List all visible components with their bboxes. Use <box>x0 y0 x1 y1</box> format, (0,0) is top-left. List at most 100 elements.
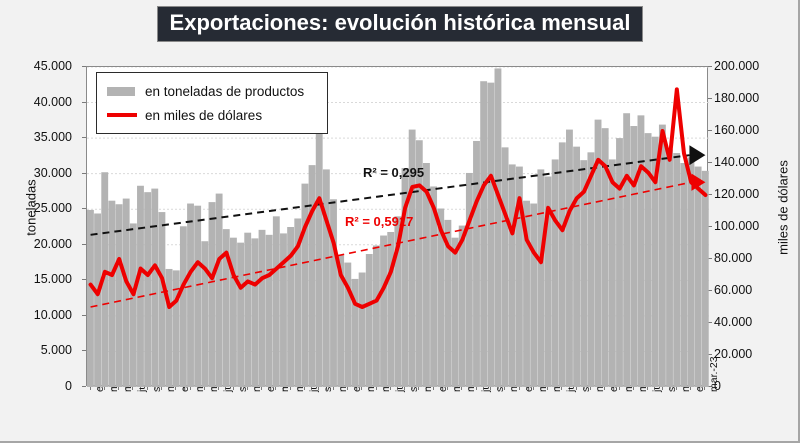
bar <box>315 99 323 387</box>
bar <box>415 140 423 387</box>
chart-canvas <box>87 67 709 387</box>
bar <box>280 233 287 387</box>
x-tick-mark <box>318 386 320 390</box>
x-tick-mark <box>332 386 334 390</box>
left-tick-mark <box>82 101 86 103</box>
bar-swatch-icon <box>107 86 135 96</box>
x-tick-mark <box>296 386 298 390</box>
x-tick-mark <box>647 386 649 390</box>
x-tick-mark <box>425 386 427 390</box>
x-tick-mark <box>218 386 220 390</box>
bar <box>465 172 473 387</box>
left-tick-label: 30.000 <box>33 165 72 180</box>
bar <box>337 255 345 387</box>
x-tick-mark <box>275 386 277 390</box>
bar <box>544 176 552 387</box>
bar <box>301 183 309 387</box>
bar <box>158 212 166 387</box>
bar <box>437 208 445 387</box>
x-tick-mark <box>704 386 706 390</box>
bar <box>330 199 337 387</box>
right-tick-mark <box>708 194 712 195</box>
bar <box>144 192 152 387</box>
trendline-arrowhead-icon <box>689 145 706 166</box>
right-tick-label: 160.000 <box>714 123 760 137</box>
bar <box>108 200 116 387</box>
x-tick-mark <box>404 386 406 390</box>
bar <box>287 227 295 387</box>
x-tick-label: mar.-23 <box>708 356 721 392</box>
x-tick-mark <box>268 386 270 390</box>
bar <box>172 270 180 387</box>
bar <box>222 229 230 387</box>
bar <box>408 129 416 387</box>
bar <box>530 203 538 387</box>
x-tick-mark <box>132 386 134 390</box>
plot-area <box>86 66 709 387</box>
bar <box>508 164 516 387</box>
x-tick-mark <box>118 386 120 390</box>
x-tick-mark <box>261 386 263 390</box>
bar <box>580 160 588 387</box>
left-tick-mark <box>82 172 86 174</box>
trendline-toneladas <box>90 145 706 236</box>
x-tick-mark <box>354 386 356 390</box>
bar <box>129 223 137 387</box>
x-tick-mark <box>311 386 313 390</box>
x-tick-mark <box>125 386 127 390</box>
bar <box>587 152 595 387</box>
bar <box>644 133 652 387</box>
bar <box>558 142 566 387</box>
left-tick-label: 45.000 <box>33 59 72 73</box>
right-tick-label: 0 <box>714 379 721 393</box>
left-tick-mark <box>82 208 86 210</box>
x-tick-mark <box>604 386 606 390</box>
x-tick-mark <box>196 386 198 390</box>
x-tick-mark <box>375 386 377 390</box>
x-tick-mark <box>539 386 541 390</box>
bar <box>523 200 530 387</box>
x-tick-mark <box>632 386 634 390</box>
x-tick-mark <box>468 386 470 390</box>
right-tick-mark <box>708 162 712 163</box>
x-tick-mark <box>139 386 141 390</box>
x-tick-mark <box>532 386 534 390</box>
x-tick-mark <box>161 386 163 390</box>
left-tick-label: 5.000 <box>40 343 72 358</box>
x-tick-mark <box>103 386 105 390</box>
x-tick-mark <box>690 386 692 390</box>
bar <box>258 229 266 387</box>
x-tick-mark <box>168 386 170 390</box>
left-tick-label: 10.000 <box>33 307 72 322</box>
bar <box>308 165 316 387</box>
x-tick-mark <box>511 386 513 390</box>
x-tick-mark <box>518 386 520 390</box>
bar <box>451 237 459 387</box>
x-tick-mark <box>239 386 241 390</box>
bar <box>201 241 209 387</box>
right-tick-mark <box>708 386 712 387</box>
bar <box>537 169 545 387</box>
bar <box>115 204 123 387</box>
bar <box>229 237 237 387</box>
x-tick-mark <box>661 386 663 390</box>
x-tick-mark <box>182 386 184 390</box>
bar <box>701 170 709 387</box>
page-title: Exportaciones: evolución histórica mensu… <box>156 6 644 43</box>
line-swatch-icon <box>107 113 137 117</box>
bar <box>573 146 581 387</box>
bar <box>215 193 223 387</box>
x-tick-mark <box>618 386 620 390</box>
bar <box>694 166 702 387</box>
bar <box>658 124 666 387</box>
x-tick-mark <box>489 386 491 390</box>
x-tick-mark <box>697 386 699 390</box>
left-tick-label: 0 <box>65 379 72 393</box>
bar <box>566 129 573 387</box>
bar <box>687 157 695 387</box>
x-tick-mark <box>439 386 441 390</box>
legend-item-toneladas: en toneladas de productos <box>107 79 327 103</box>
x-tick-mark <box>461 386 463 390</box>
bar <box>623 113 631 387</box>
